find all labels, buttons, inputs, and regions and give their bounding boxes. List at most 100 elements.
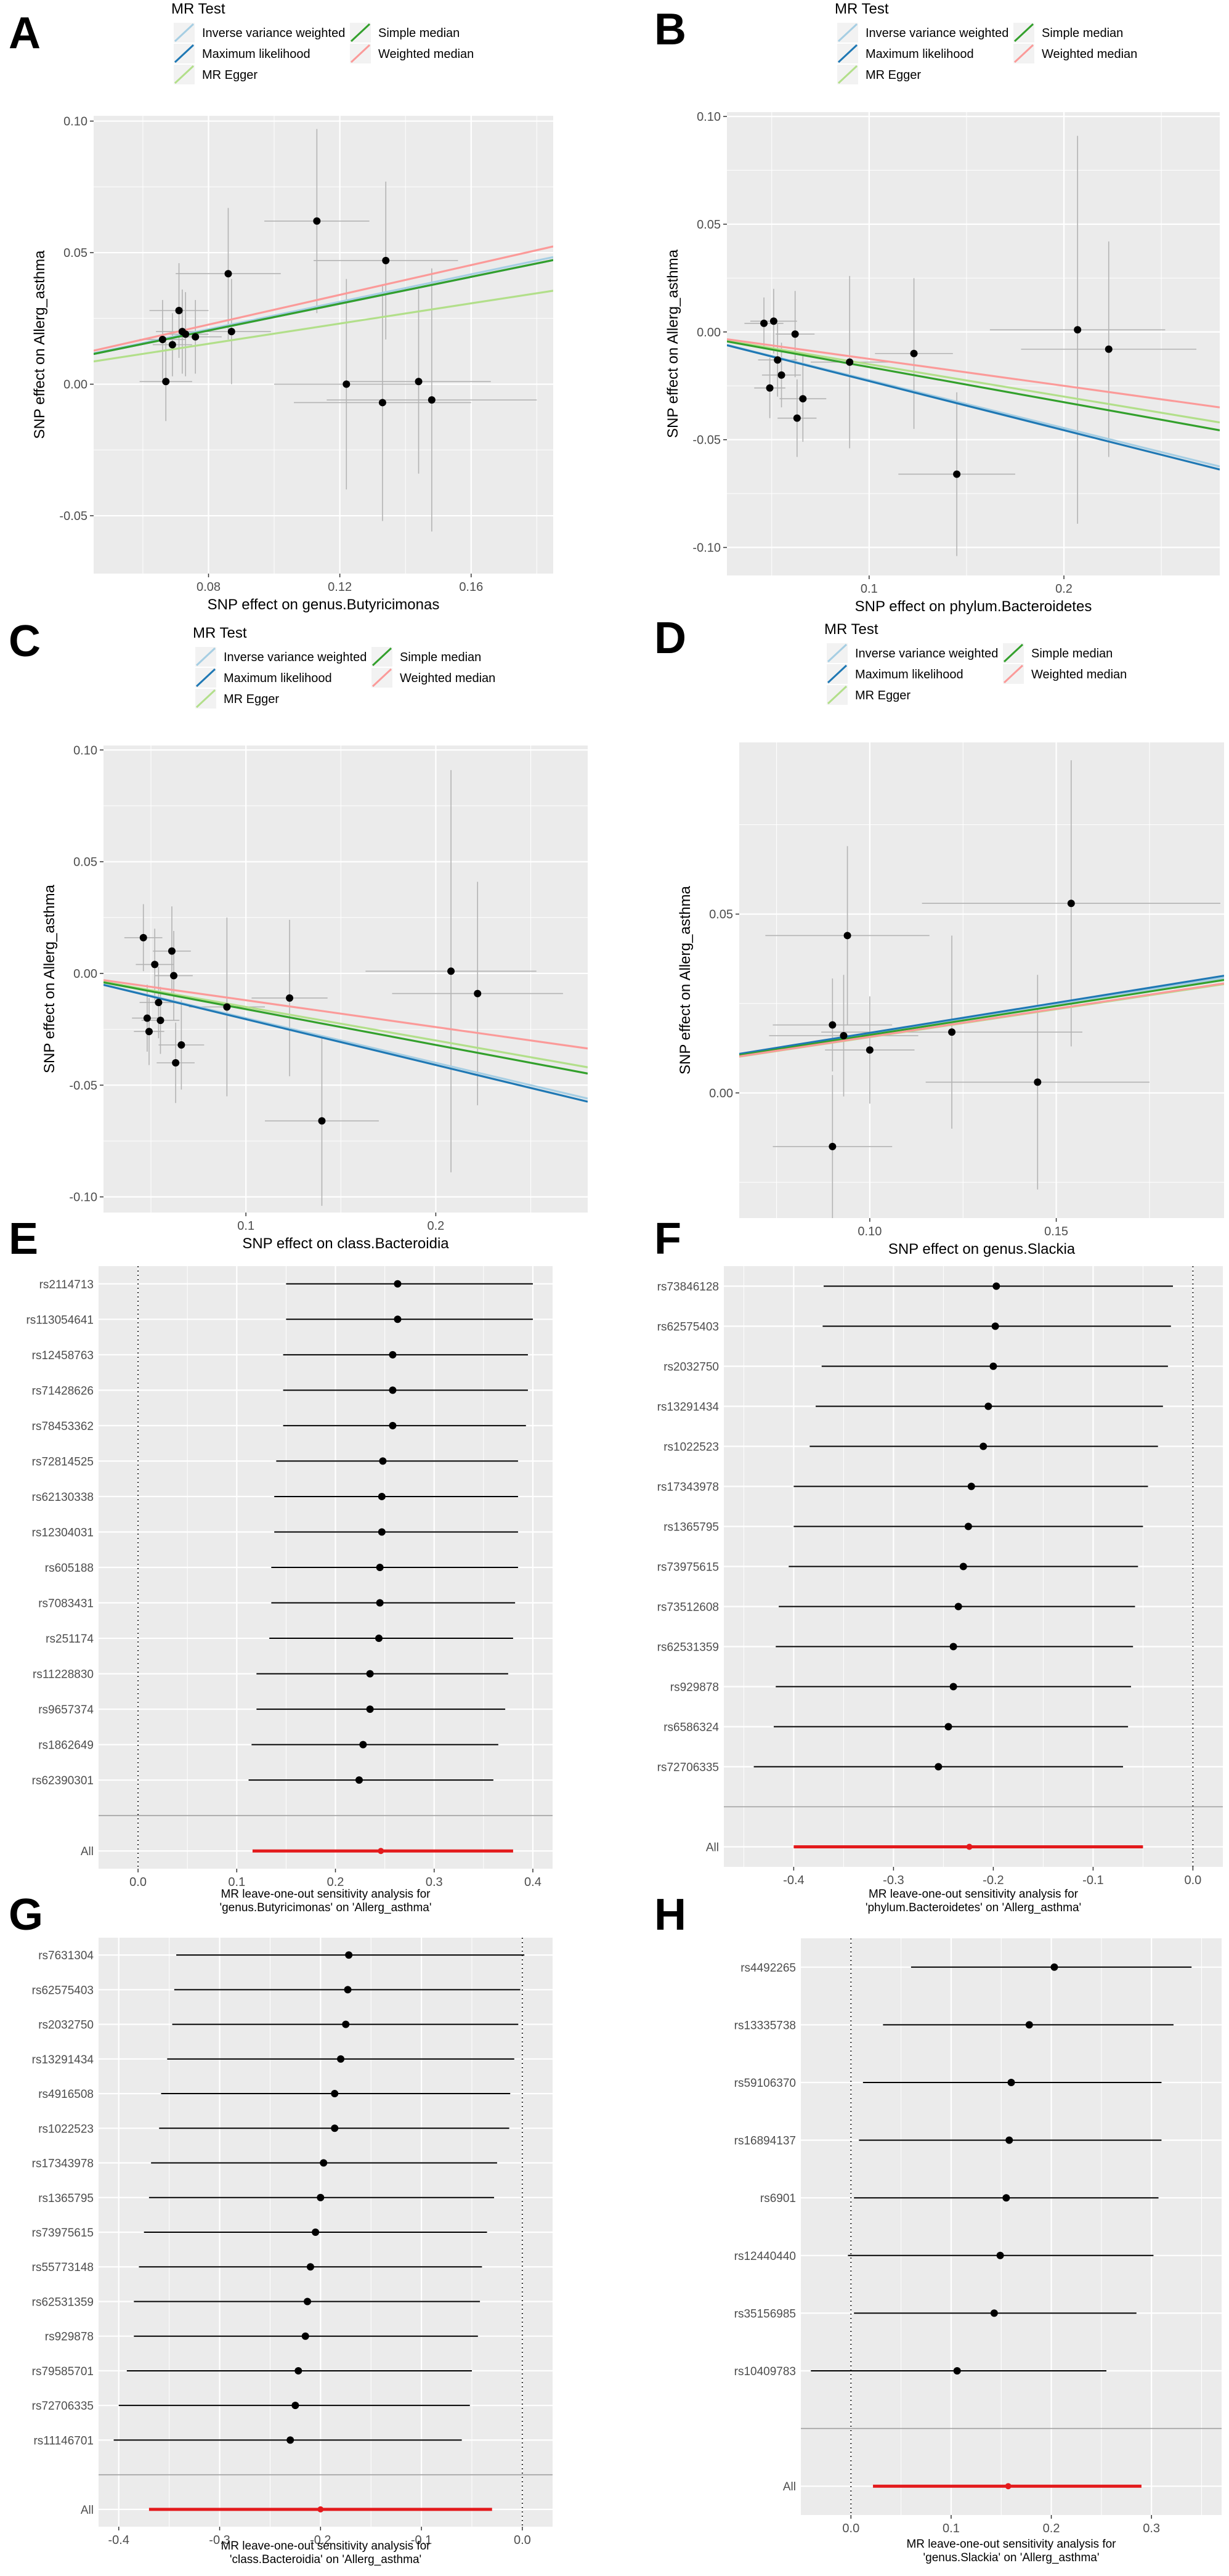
estimate-point	[291, 2402, 299, 2410]
x-tick-label: 0.2	[1043, 2522, 1060, 2535]
snp-label: rs11146701	[33, 2434, 94, 2447]
snp-label: rs13291434	[657, 1401, 720, 1414]
regression-line	[103, 983, 588, 1103]
data-point	[1034, 1078, 1042, 1086]
estimate-point	[366, 1670, 374, 1678]
data-point	[192, 333, 200, 341]
data-point	[766, 384, 774, 392]
x-tick-label: -0.4	[783, 1874, 804, 1887]
legend-label: Inverse variance weighted	[855, 647, 998, 660]
legend: MR Test Inverse variance weighted Maximum …	[835, 1, 1137, 84]
estimate-point	[989, 1362, 997, 1370]
estimate-point	[378, 1492, 386, 1500]
legend-key-line	[350, 23, 371, 43]
snp-label: rs72814525	[32, 1455, 94, 1468]
data-point	[318, 1117, 326, 1125]
regression-line	[94, 256, 553, 354]
regression-line	[94, 245, 553, 352]
panel-letter-b: B	[654, 5, 686, 54]
legend-title: MR Test	[193, 625, 247, 641]
estimate-point	[378, 1528, 386, 1536]
data-point	[343, 380, 351, 388]
legend-key-line	[174, 23, 195, 43]
legend-key-line	[174, 65, 195, 84]
legend-key-line	[195, 689, 216, 709]
legend-label: Maximum likelihood	[866, 47, 974, 61]
estimate-point	[967, 1482, 975, 1490]
legend-key-line	[371, 647, 392, 667]
data-point	[769, 317, 777, 325]
data-point	[170, 972, 178, 980]
estimate-point	[304, 2298, 312, 2306]
snp-label: rs72706335	[32, 2400, 94, 2413]
x-axis-label: SNP effect on class.Bacteroidia	[242, 1235, 449, 1252]
axis-caption: 'class.Bacteroidia' on 'Allerg_asthma'	[230, 2553, 421, 2566]
estimate-point	[375, 1635, 383, 1643]
axis-caption: 'genus.Butyricimonas' on 'Allerg_asthma'	[219, 1901, 431, 1914]
overall-label: All	[783, 2481, 796, 2493]
data-point	[227, 328, 235, 336]
legend-key-line	[174, 44, 195, 63]
snp-label: rs71428626	[32, 1384, 94, 1397]
y-tick-label: 0.05	[697, 218, 721, 232]
x-tick-label: 0.12	[328, 580, 352, 594]
legend: MR Test Inverse variance weighted Maximum …	[193, 625, 495, 709]
y-tick-label: 0.00	[709, 1087, 733, 1100]
estimate-point	[376, 1599, 384, 1607]
estimate-point	[344, 1986, 352, 1994]
estimate-point	[990, 2309, 998, 2317]
x-tick-label: -0.2	[310, 2533, 331, 2547]
panel-letter-f: F	[654, 1214, 681, 1264]
y-tick-label: 0.00	[73, 967, 97, 981]
overall-label: All	[81, 1845, 94, 1858]
y-axis-label: SNP effect on Allerg_asthma	[41, 884, 58, 1073]
data-point	[948, 1028, 956, 1036]
y-tick-label: -0.05	[69, 1079, 97, 1092]
estimate-point	[1002, 2194, 1010, 2202]
regression-line	[739, 975, 1224, 1055]
data-point	[428, 396, 436, 404]
snp-label: rs113054641	[26, 1314, 94, 1327]
estimate-point	[376, 1564, 384, 1571]
snp-label: rs13291434	[32, 2054, 94, 2066]
y-tick-label: 0.05	[73, 856, 97, 869]
data-point	[840, 1031, 848, 1039]
y-tick-label: 0.10	[73, 744, 97, 757]
regression-line	[739, 978, 1224, 1057]
snp-label: rs1365795	[38, 2192, 94, 2205]
snp-label: rs7083431	[38, 1598, 94, 1611]
y-axis-label: SNP effect on Allerg_asthma	[677, 885, 694, 1075]
snp-label: rs11228830	[33, 1668, 94, 1681]
x-axis-label: SNP effect on genus.Butyricimonas	[208, 596, 440, 613]
estimate-point	[996, 2251, 1004, 2259]
x-axis-label: SNP effect on genus.Slackia	[888, 1241, 1076, 1258]
data-point	[145, 1028, 153, 1036]
regression-line	[727, 338, 1220, 408]
legend-key-line	[1003, 664, 1024, 684]
axis-caption: 'genus.Slackia' on 'Allerg_asthma'	[923, 2551, 1100, 2564]
estimate-point	[991, 1322, 999, 1330]
estimate-point	[1025, 2021, 1033, 2029]
data-point	[378, 399, 386, 407]
data-point	[777, 371, 785, 379]
snp-label: rs9657374	[38, 1704, 94, 1717]
data-point	[843, 932, 851, 940]
data-point	[474, 989, 482, 997]
snp-label: rs12304031	[32, 1526, 94, 1539]
estimate-point	[935, 1763, 943, 1771]
regression-line	[727, 344, 1220, 471]
legend-label: Weighted median	[400, 672, 495, 685]
data-point	[151, 961, 159, 969]
legend-label: Simple median	[378, 26, 460, 40]
y-tick-label: 0.10	[63, 115, 87, 129]
y-tick-label: 0.00	[697, 326, 721, 339]
snp-label: rs12440440	[734, 2250, 796, 2263]
legend-label: Weighted median	[378, 47, 474, 61]
x-tick-label: -0.3	[209, 2533, 230, 2547]
data-point	[447, 967, 455, 975]
estimate-point	[949, 1683, 957, 1691]
x-tick-label: -0.1	[1082, 1874, 1103, 1887]
estimate-point	[394, 1280, 402, 1288]
x-tick-label: 0.10	[858, 1225, 882, 1238]
plot-background	[739, 742, 1224, 1218]
